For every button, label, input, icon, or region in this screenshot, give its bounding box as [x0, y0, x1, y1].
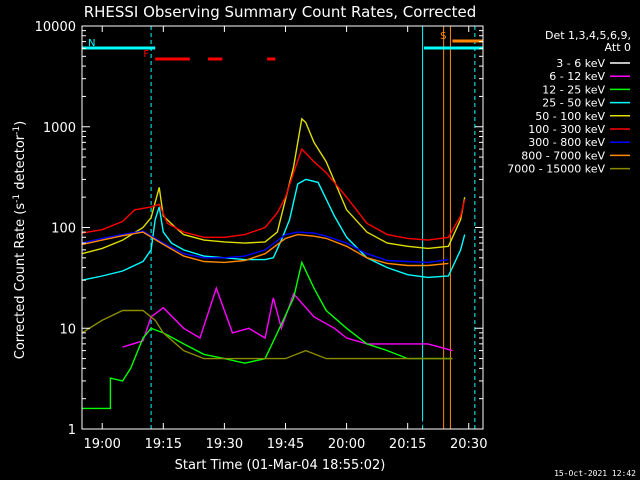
y-tick-label-4: 10000 — [35, 20, 76, 35]
y-axis-label: Corrected Count Rate (s-1 detector-1) — [12, 121, 28, 359]
y-axis-label-main: Corrected Count Rate (s — [13, 203, 28, 360]
y-tick-label-0: 1 — [68, 423, 76, 438]
x-tick-label-3: 19:45 — [267, 437, 304, 452]
y-tick-label-2: 100 — [51, 222, 76, 237]
legend-label-5: 100 - 300 keV — [528, 123, 605, 136]
y-axis-label-mid: detector — [13, 134, 28, 194]
legend-header-detectors: Det 1,3,4,5,6,9, — [545, 29, 631, 42]
axis-ticks: 19:00 19:15 19:30 19:45 20:00 20:15 20:30 1 10 10… — [35, 20, 488, 452]
y-axis-label-end: ) — [13, 121, 28, 126]
legend-label-0: 3 - 6 keV — [556, 57, 605, 70]
series-line-2 — [82, 260, 453, 410]
y-axis-label-sup1: -1 — [12, 194, 22, 203]
x-axis-label: Start Time (01-Mar-04 18:55:02) — [175, 458, 386, 473]
y-tick-label-1: 10 — [59, 322, 76, 337]
x-tick-label-4: 20:00 — [328, 437, 365, 452]
plot-area: N F S — [81, 26, 483, 432]
y-axis-label-sup2: -1 — [12, 126, 22, 135]
flag-label-f: F — [143, 49, 149, 60]
y-tick-label-3: 1000 — [43, 121, 76, 136]
x-tick-label-6: 20:30 — [450, 437, 487, 452]
footer-timestamp: 15-Oct-2021 12:42 — [554, 469, 636, 478]
legend-label-7: 800 - 7000 keV — [521, 149, 605, 162]
flag-label-n: N — [88, 38, 95, 49]
series-line-0 — [122, 292, 437, 432]
legend-label-3: 25 - 50 keV — [542, 97, 605, 110]
series-line-3 — [81, 178, 466, 281]
x-tick-label-5: 20:15 — [389, 437, 426, 452]
x-tick-label-0: 19:00 — [83, 437, 120, 452]
legend-label-6: 300 - 800 keV — [528, 136, 605, 149]
legend-label-4: 50 - 100 keV — [535, 110, 605, 123]
chart-title: RHESSI Observing Summary Count Rates, Co… — [84, 3, 477, 21]
legend-label-1: 6 - 12 keV — [549, 70, 605, 83]
x-tick-label-2: 19:30 — [206, 437, 243, 452]
legend-header-attenuator: Att 0 — [605, 41, 631, 54]
legend-label-8: 7000 - 15000 keV — [507, 163, 605, 176]
series-line-7 — [81, 231, 449, 267]
series-line-4 — [81, 117, 466, 255]
series-line-5 — [81, 147, 466, 241]
flag-label-s: S — [440, 31, 446, 42]
series-line-6 — [81, 230, 449, 264]
x-tick-label-1: 19:15 — [145, 437, 182, 452]
legend-label-2: 12 - 25 keV — [542, 83, 605, 96]
series-line-1 — [122, 286, 453, 352]
series-line-8 — [81, 309, 453, 360]
